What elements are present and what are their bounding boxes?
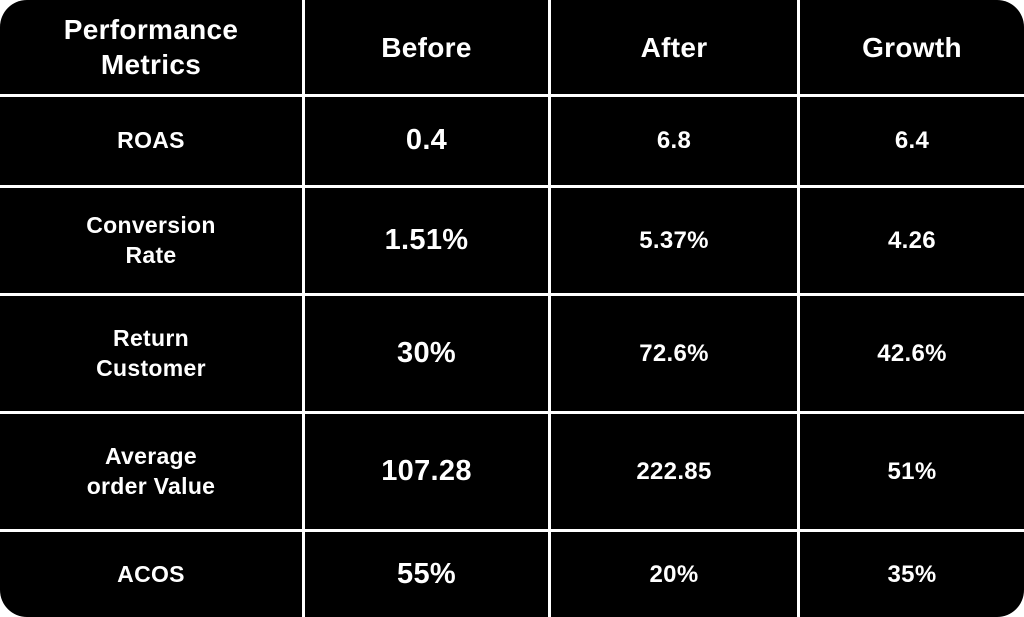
header-cell-before: Before xyxy=(305,0,548,94)
row-label-average-order-value: Average order Value xyxy=(0,414,302,529)
header-cell-after: After xyxy=(551,0,797,94)
cell-acos-after: 20% xyxy=(551,532,797,617)
cell-roas-before: 0.4 xyxy=(305,97,548,185)
cell-average-order-value-after: 222.85 xyxy=(551,414,797,529)
header-cell-growth: Growth xyxy=(800,0,1024,94)
cell-conversion-rate-before: 1.51% xyxy=(305,188,548,293)
cell-return-customer-before: 30% xyxy=(305,296,548,411)
cell-roas-growth: 6.4 xyxy=(800,97,1024,185)
row-label-conversion-rate: Conversion Rate xyxy=(0,188,302,293)
cell-conversion-rate-growth: 4.26 xyxy=(800,188,1024,293)
row-label-acos: ACOS xyxy=(0,532,302,617)
cell-acos-growth: 35% xyxy=(800,532,1024,617)
header-cell-performance-metrics: Performance Metrics xyxy=(0,0,302,94)
cell-average-order-value-before: 107.28 xyxy=(305,414,548,529)
cell-return-customer-after: 72.6% xyxy=(551,296,797,411)
cell-roas-after: 6.8 xyxy=(551,97,797,185)
cell-average-order-value-growth: 51% xyxy=(800,414,1024,529)
row-label-roas: ROAS xyxy=(0,97,302,185)
cell-conversion-rate-after: 5.37% xyxy=(551,188,797,293)
row-label-return-customer: Return Customer xyxy=(0,296,302,411)
cell-return-customer-growth: 42.6% xyxy=(800,296,1024,411)
cell-acos-before: 55% xyxy=(305,532,548,617)
